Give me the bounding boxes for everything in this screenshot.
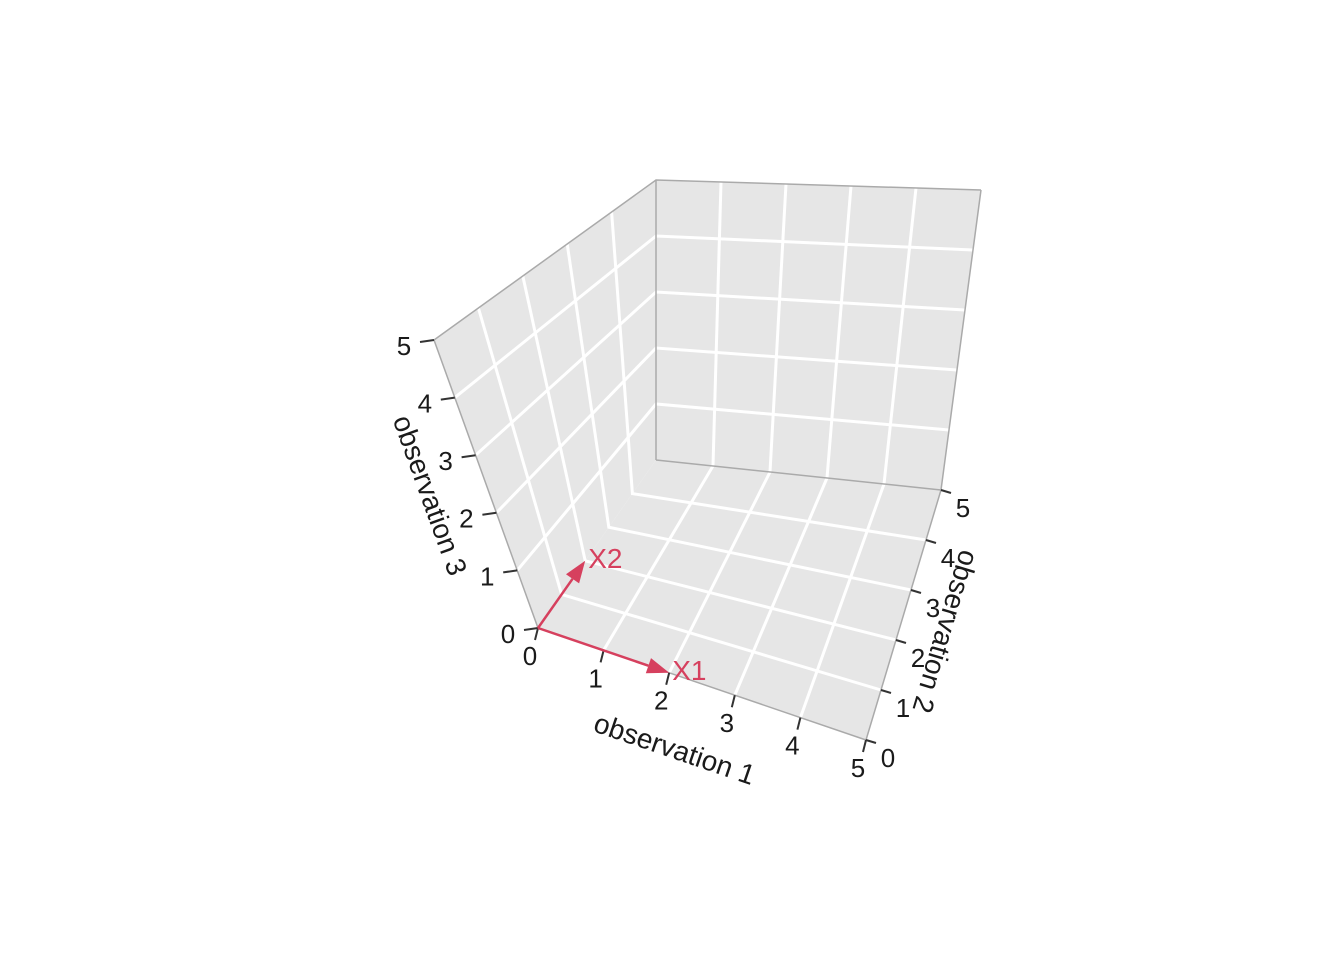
z-axis-tick-label: 5 <box>397 331 411 361</box>
y-axis-tick <box>881 690 891 693</box>
z-axis-tick-label: 2 <box>459 504 473 534</box>
z-axis-tick-label: 0 <box>501 619 515 649</box>
x-axis-tick <box>666 673 669 685</box>
x-axis-tick <box>797 718 800 730</box>
z-axis-tick <box>420 340 434 342</box>
y-axis-tick-label: 5 <box>956 493 970 523</box>
y-axis-tick <box>866 740 876 743</box>
x-axis-tick-label: 5 <box>851 753 865 783</box>
y-axis-tick <box>926 540 936 543</box>
vector-X2-label: X2 <box>588 543 622 574</box>
z-axis-tick <box>482 513 496 515</box>
x-axis-tick-label: 2 <box>654 686 668 716</box>
panels <box>434 180 981 740</box>
y-axis-tick <box>896 640 906 643</box>
vector-X1-label: X1 <box>672 655 706 686</box>
z-axis-tick <box>462 455 476 457</box>
x-axis-tick <box>863 740 866 752</box>
x-axis-tick-label: 0 <box>523 641 537 671</box>
y-axis-tick <box>941 490 951 493</box>
z-axis-tick <box>441 398 455 400</box>
z-axis-title: observation 3 <box>387 411 473 580</box>
x-axis-tick <box>601 650 604 662</box>
y-axis-tick-label: 0 <box>881 743 895 773</box>
x-axis-tick-label: 4 <box>785 730 799 760</box>
x-axis-tick <box>732 695 735 707</box>
y-axis-tick <box>911 590 921 593</box>
z-axis-tick-label: 3 <box>438 446 452 476</box>
z-axis-tick <box>524 628 538 630</box>
x-axis-tick-label: 1 <box>588 663 602 693</box>
x-axis-tick-label: 3 <box>720 708 734 738</box>
z-axis-tick-label: 1 <box>480 561 494 591</box>
x-axis-tick <box>535 628 538 640</box>
z-axis-tick-label: 4 <box>418 388 432 418</box>
back-panel <box>656 180 981 490</box>
z-axis-tick <box>503 570 517 572</box>
